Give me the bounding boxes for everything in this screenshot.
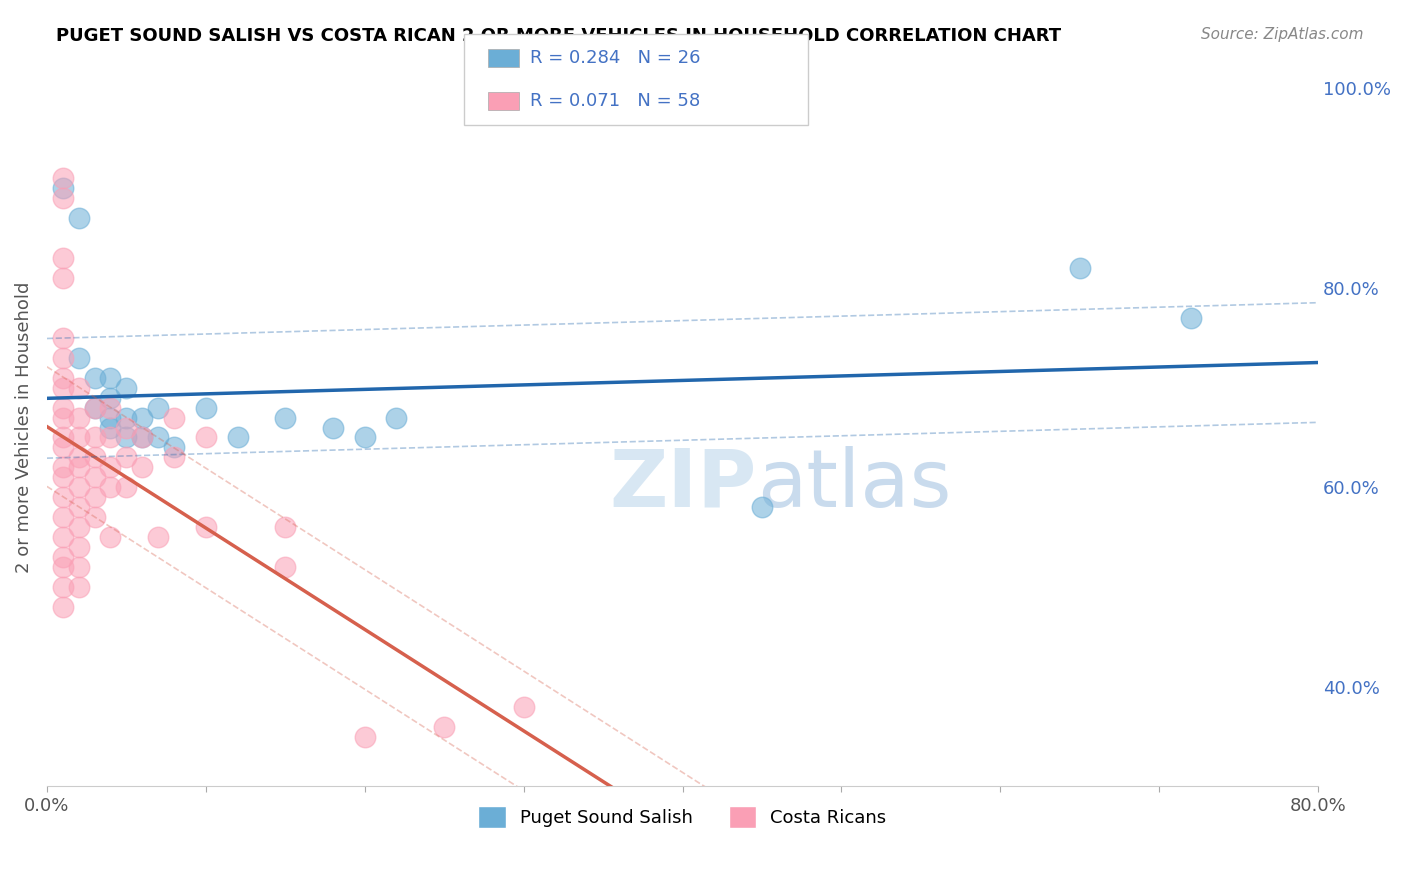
Point (83, 491, 105, 505)
Point (131, 460, 153, 475)
Text: R = 0.284   N = 26: R = 0.284 N = 26 (530, 49, 700, 67)
Point (1180, 310, 1202, 325)
Point (67, 351, 90, 365)
Point (52, 401, 75, 415)
Point (100, 480, 122, 494)
Text: PUGET SOUND SALISH VS COSTA RICAN 2 OR MORE VEHICLES IN HOUSEHOLD CORRELATION CH: PUGET SOUND SALISH VS COSTA RICAN 2 OR M… (56, 27, 1062, 45)
Point (52, 460, 75, 475)
Point (52, 171, 75, 186)
Point (67, 520, 90, 534)
Point (131, 430, 153, 444)
Point (83, 450, 105, 465)
Text: ZIP: ZIP (609, 446, 756, 524)
Point (52, 191, 75, 205)
Point (52, 410, 75, 425)
Point (52, 251, 75, 265)
Point (52, 370, 75, 384)
Point (52, 271, 75, 285)
Point (67, 500, 90, 515)
Point (353, 430, 375, 444)
Point (115, 480, 138, 494)
Point (385, 410, 408, 425)
Point (115, 430, 138, 444)
Text: Source: ZipAtlas.com: Source: ZipAtlas.com (1201, 27, 1364, 42)
Point (67, 460, 90, 475)
Point (115, 381, 138, 395)
Point (433, 720, 456, 734)
Point (100, 430, 122, 444)
Point (163, 441, 186, 455)
Point (67, 540, 90, 554)
Point (274, 560, 297, 574)
Point (52, 550, 75, 565)
Point (83, 370, 105, 384)
Text: R = 0.071   N = 58: R = 0.071 N = 58 (530, 92, 700, 110)
Point (52, 331, 75, 345)
Point (67, 381, 90, 395)
Point (131, 410, 153, 425)
Point (52, 580, 75, 594)
Point (52, 560, 75, 574)
Point (100, 370, 122, 384)
Point (67, 450, 90, 465)
Point (52, 181, 75, 195)
Point (52, 441, 75, 455)
Point (100, 391, 122, 405)
Point (146, 430, 169, 444)
Point (751, 500, 773, 515)
Point (52, 491, 75, 505)
Point (83, 470, 105, 484)
Point (100, 460, 122, 475)
Point (194, 430, 217, 444)
Point (67, 580, 90, 594)
Point (83, 430, 105, 444)
Point (194, 401, 217, 415)
Legend: Puget Sound Salish, Costa Ricans: Puget Sound Salish, Costa Ricans (471, 798, 894, 835)
Point (83, 401, 105, 415)
Point (194, 520, 217, 534)
Point (67, 480, 90, 494)
Point (67, 430, 90, 444)
Point (115, 410, 138, 425)
Y-axis label: 2 or more Vehicles in Household: 2 or more Vehicles in Household (15, 282, 32, 574)
Point (353, 730, 375, 744)
Point (83, 401, 105, 415)
Point (274, 520, 297, 534)
Point (163, 410, 186, 425)
Point (67, 410, 90, 425)
Point (274, 410, 297, 425)
Point (52, 530, 75, 544)
Point (67, 560, 90, 574)
Point (100, 410, 122, 425)
Point (52, 470, 75, 484)
Text: atlas: atlas (756, 446, 952, 524)
Point (100, 401, 122, 415)
Point (52, 381, 75, 395)
Point (100, 420, 122, 434)
Point (146, 530, 169, 544)
Point (115, 450, 138, 465)
Point (131, 430, 153, 444)
Point (115, 420, 138, 434)
Point (146, 401, 169, 415)
Point (52, 351, 75, 365)
Point (322, 420, 344, 434)
Point (163, 450, 186, 465)
Point (83, 510, 105, 524)
Point (52, 430, 75, 444)
Point (67, 211, 90, 226)
Point (52, 510, 75, 524)
Point (512, 699, 534, 714)
Point (226, 430, 249, 444)
Point (1069, 260, 1091, 275)
Point (52, 599, 75, 614)
Point (100, 530, 122, 544)
